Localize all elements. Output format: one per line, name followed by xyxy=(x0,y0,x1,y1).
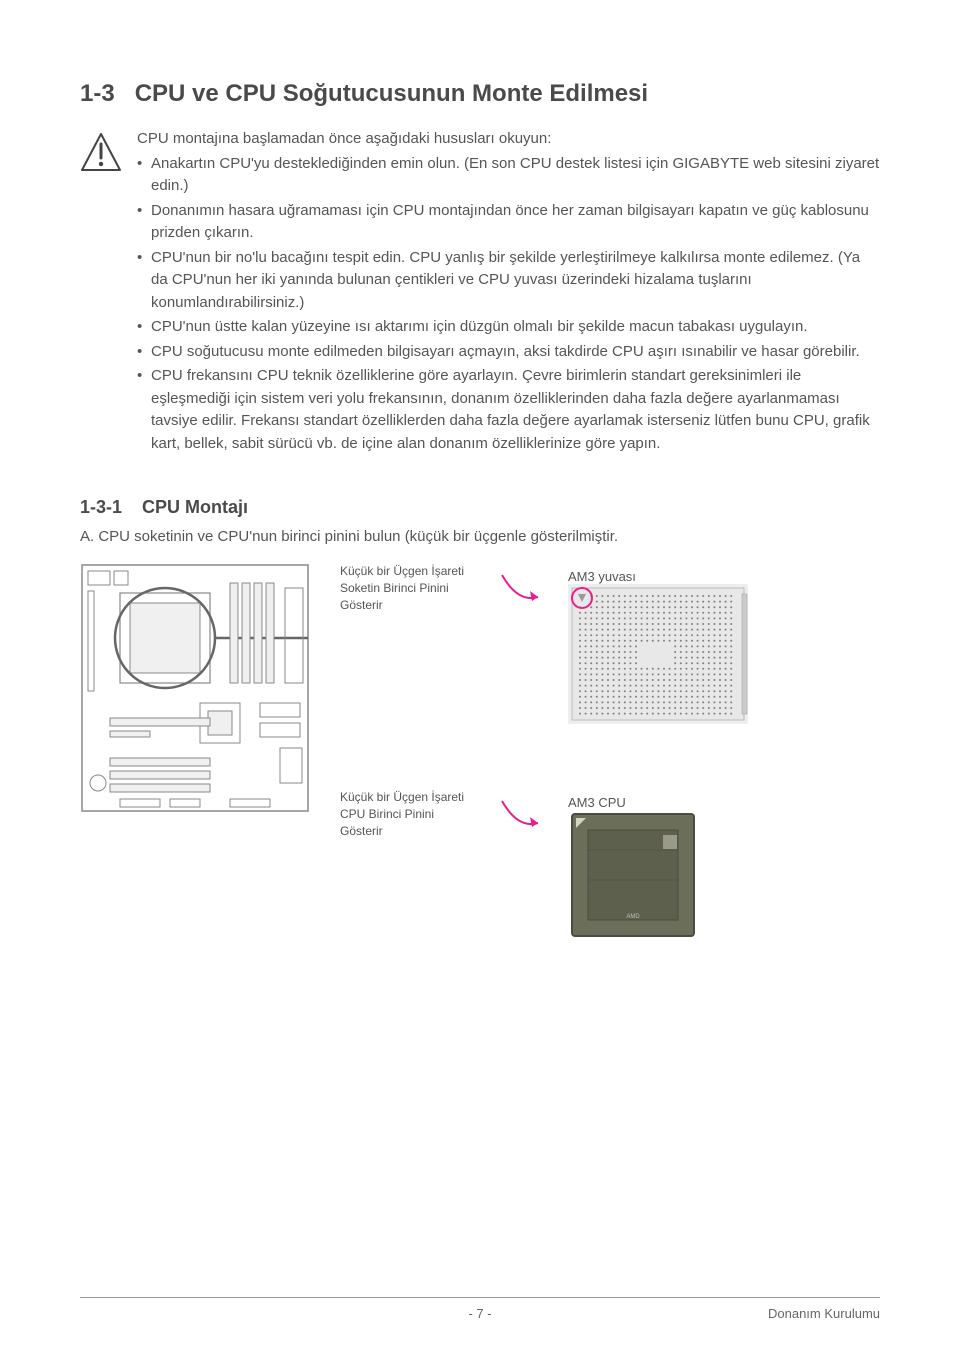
section-heading: 1-3 CPU ve CPU Soğutucusunun Monte Edilm… xyxy=(80,80,880,108)
bullet-item: CPU'nun bir no'lu bacağını tespit edin. … xyxy=(137,247,880,315)
cpu-figure: Küçük bir Üçgen İşareti CPU Birinci Pini… xyxy=(340,789,880,945)
figure-row: Küçük bir Üçgen İşareti Soketin Birinci … xyxy=(80,563,880,945)
arrow-icon xyxy=(500,799,548,839)
caption-line: Soketin Birinci Pinini xyxy=(340,580,480,597)
bullet-item: CPU frekansını CPU teknik özelliklerine … xyxy=(137,365,880,455)
bullet-item: Donanımın hasara uğramaması için CPU mon… xyxy=(137,200,880,245)
bullet-item: CPU soğutucusu monte edilmeden bilgisaya… xyxy=(137,341,880,364)
footer-label: Donanım Kurulumu xyxy=(768,1306,880,1321)
page-number: - 7 - xyxy=(468,1306,491,1321)
socket-label: AM3 yuvası xyxy=(568,569,748,584)
caption-line: Küçük bir Üçgen İşareti xyxy=(340,563,480,580)
intro-text: CPU montajına başlamadan önce aşağıdaki … xyxy=(137,128,880,151)
svg-text:AMD: AMD xyxy=(626,914,640,920)
motherboard-diagram xyxy=(80,563,310,813)
warning-text: CPU montajına başlamadan önce aşağıdaki … xyxy=(137,128,880,457)
caption-line: CPU Birinci Pinini xyxy=(340,806,480,823)
subsection-heading: 1-3-1 CPU Montajı xyxy=(80,497,880,518)
page-footer: - 7 - Donanım Kurulumu xyxy=(80,1297,880,1321)
warning-block: CPU montajına başlamadan önce aşağıdaki … xyxy=(80,128,880,457)
caption-line: Gösterir xyxy=(340,597,480,614)
cpu-label: AM3 CPU xyxy=(568,795,698,810)
socket-caption: Küçük bir Üçgen İşareti Soketin Birinci … xyxy=(340,563,480,613)
cpu-caption: Küçük bir Üçgen İşareti CPU Birinci Pini… xyxy=(340,789,480,839)
bullet-item: Anakartın CPU'yu desteklediğinden emin o… xyxy=(137,153,880,198)
socket-figure: Küçük bir Üçgen İşareti Soketin Birinci … xyxy=(340,563,880,729)
step-a-text: A. CPU soketinin ve CPU'nun birinci pini… xyxy=(80,528,880,545)
cpu-chip-illustration: AMD xyxy=(568,810,698,940)
section-title: CPU ve CPU Soğutucusunun Monte Edilmesi xyxy=(135,80,648,108)
caption-line: Küçük bir Üçgen İşareti xyxy=(340,789,480,806)
cpu-socket-illustration xyxy=(568,584,748,724)
caption-line: Gösterir xyxy=(340,823,480,840)
bullet-list: Anakartın CPU'yu desteklediğinden emin o… xyxy=(137,153,880,456)
subsection-title: CPU Montajı xyxy=(142,497,248,518)
warning-icon xyxy=(80,132,122,174)
subsection-number: 1-3-1 xyxy=(80,497,122,518)
bullet-item: CPU'nun üstte kalan yüzeyine ısı aktarım… xyxy=(137,316,880,339)
arrow-icon xyxy=(500,573,548,613)
section-number: 1-3 xyxy=(80,80,115,108)
